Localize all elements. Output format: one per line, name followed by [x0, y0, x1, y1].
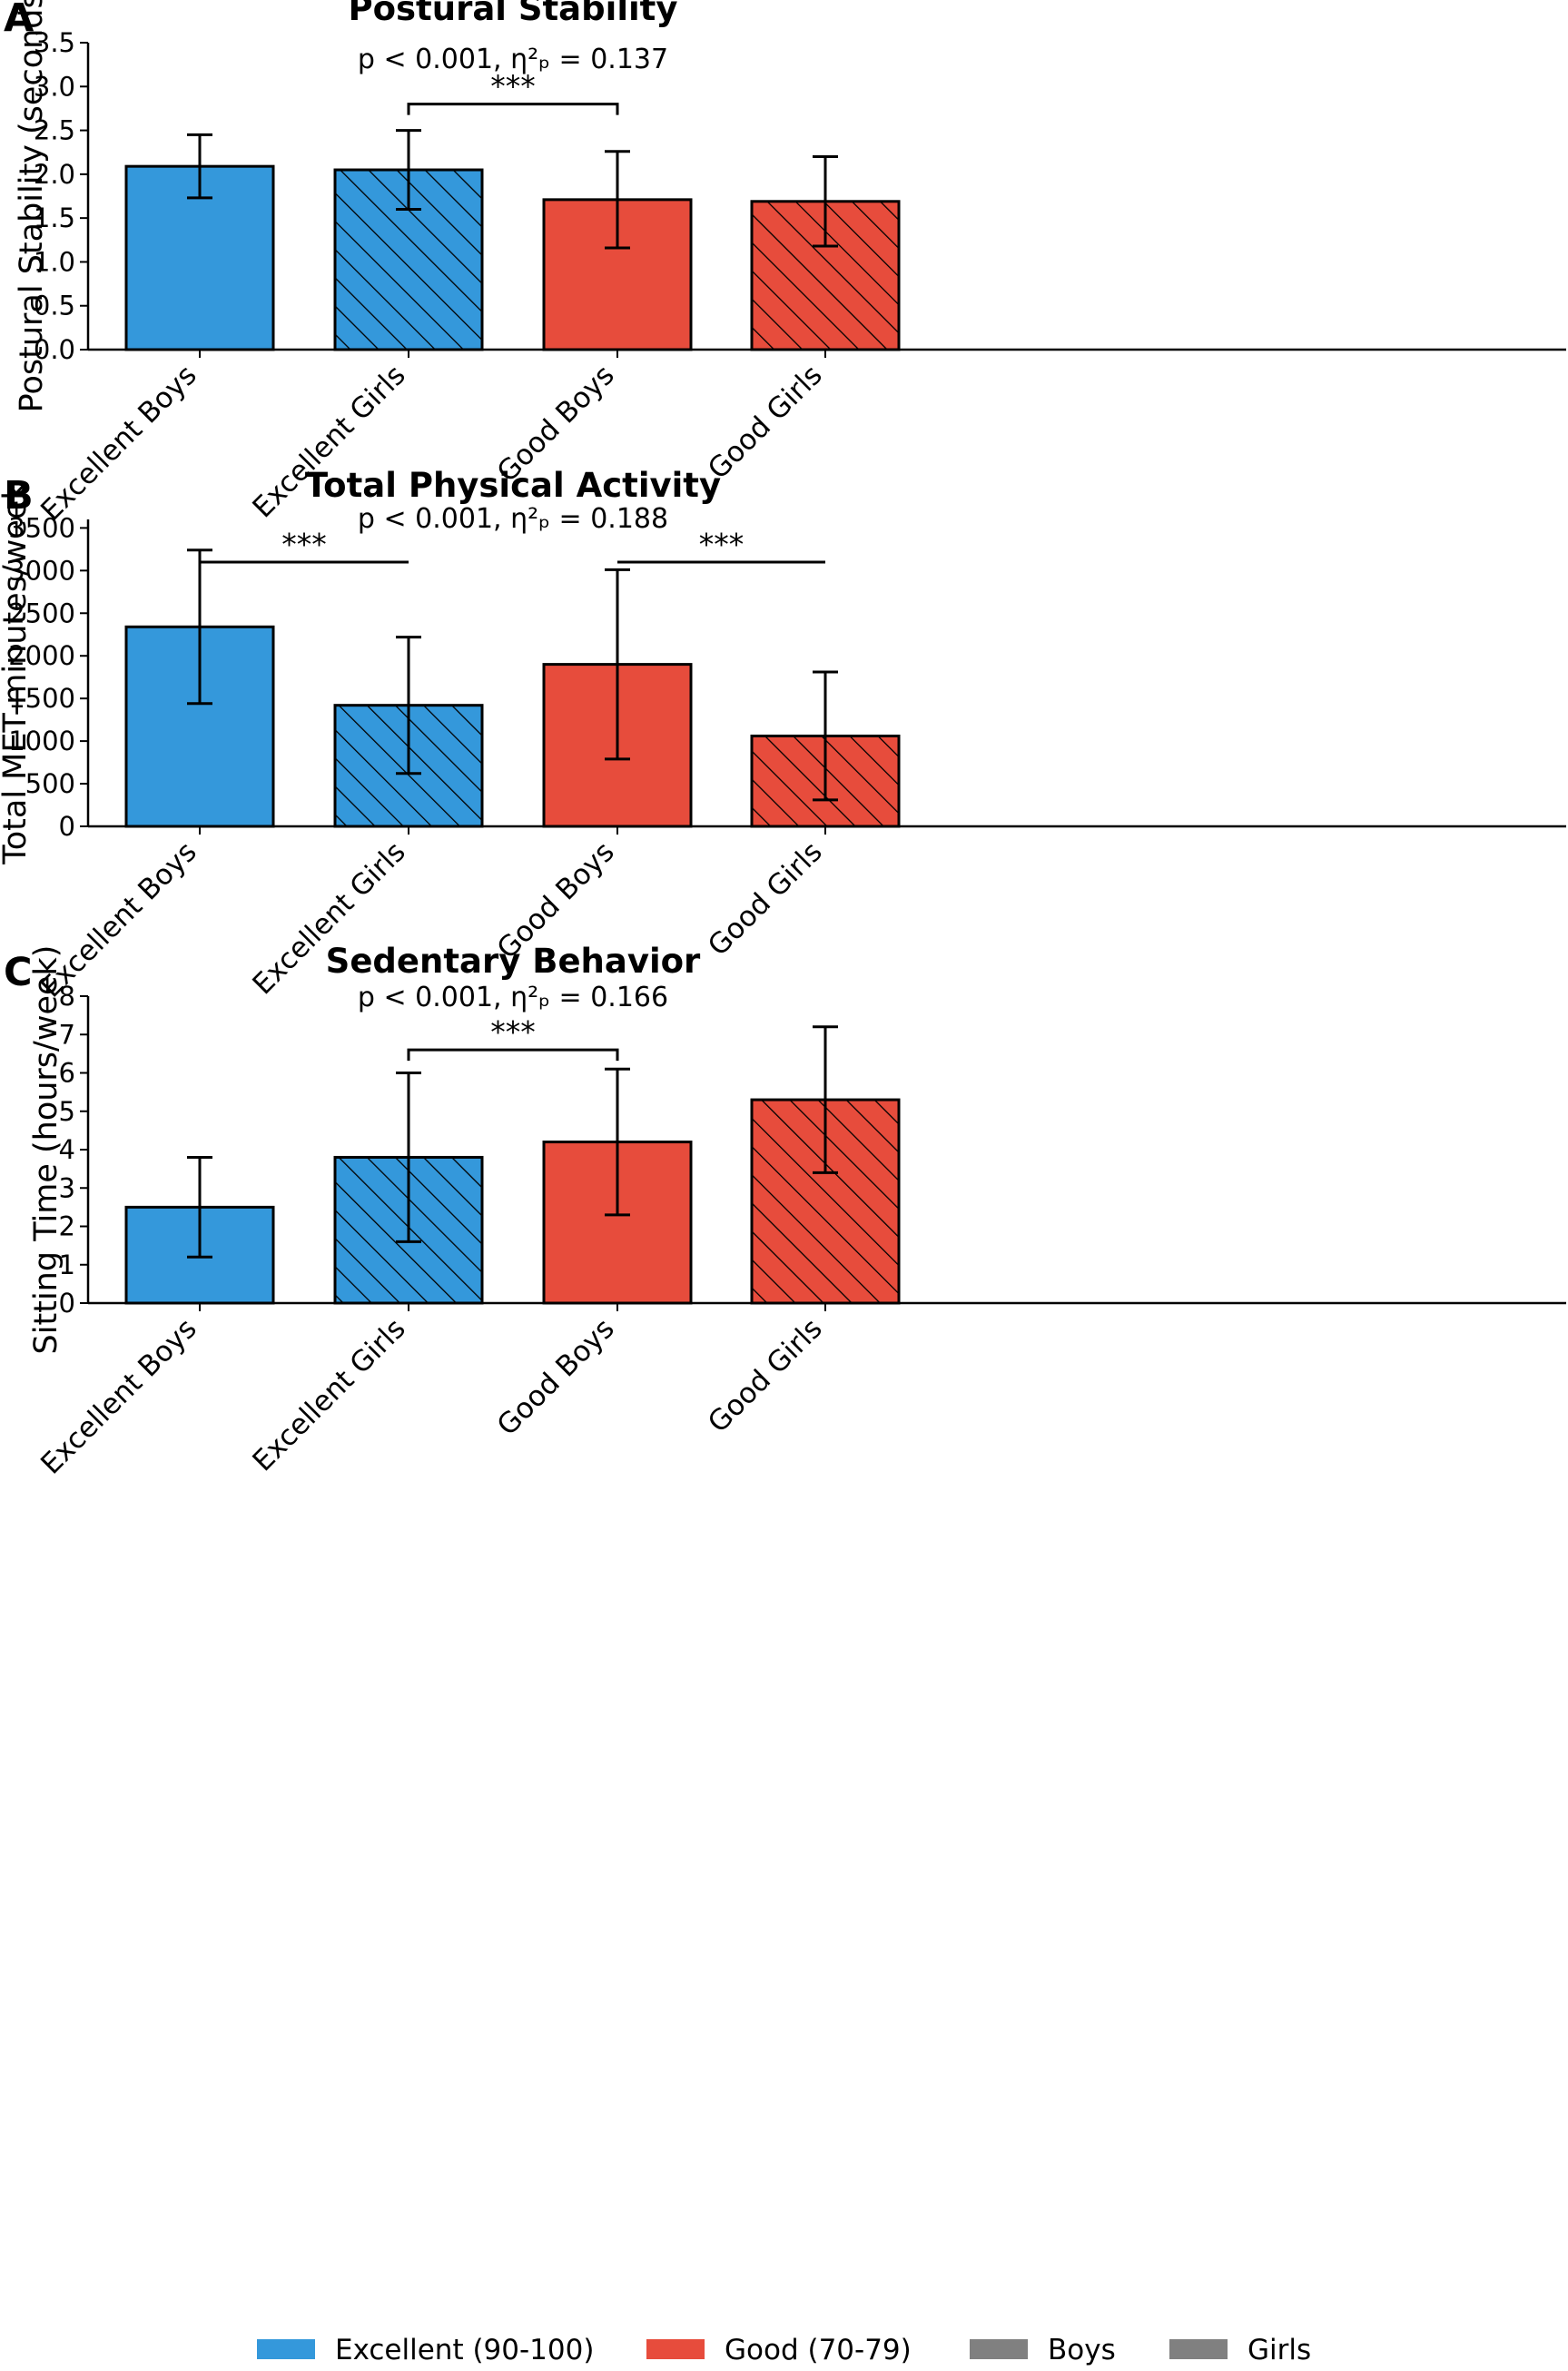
y-tick-label: 1000	[8, 726, 75, 756]
y-tick-label: 3000	[8, 555, 75, 586]
y-tick-label: 5	[59, 1096, 75, 1127]
panel-letter: B	[4, 473, 34, 519]
y-tick-label: 3	[59, 1172, 75, 1203]
y-tick-label: 2000	[8, 640, 75, 671]
stat-annotation: p < 0.001, η²ₚ = 0.137	[358, 44, 668, 75]
y-tick-label: 0	[59, 811, 75, 842]
y-axis-label: Total MET-minutes/week	[0, 481, 34, 865]
legend: Excellent (90-100) Good (70-79) Boys Girls	[257, 2334, 1311, 2366]
y-axis-label: Postural Stability (seconds)	[14, 0, 50, 412]
y-tick-label: 0	[59, 1288, 75, 1319]
y-tick-label: 3.5	[34, 27, 75, 58]
x-tick-label: Good Boys	[491, 1312, 621, 1442]
y-tick-label: 2.0	[34, 159, 75, 190]
y-tick-label: 0.5	[34, 291, 75, 321]
y-tick-label: 1	[59, 1250, 75, 1280]
legend-label: Boys	[1048, 2334, 1116, 2366]
y-tick-label: 0.0	[34, 334, 75, 365]
chart-title: Sedentary Behavior	[326, 942, 701, 981]
legend-swatch	[970, 2339, 1028, 2359]
significance-bracket	[407, 1048, 619, 1062]
significance-stars: ***	[699, 527, 745, 562]
y-tick-label: 2.5	[34, 115, 75, 146]
chart-title: Total Physical Activity	[305, 466, 721, 505]
y-tick-label: 2	[59, 1211, 75, 1242]
x-tick-label: Excellent Boys	[35, 359, 202, 527]
significance-stars: ***	[281, 527, 327, 562]
chart-title: Postural Stability	[348, 0, 677, 28]
panel-letter: A	[4, 0, 35, 41]
y-tick-label: 1500	[8, 683, 75, 714]
y-tick-label: 1.5	[34, 203, 75, 233]
legend-label: Good (70-79)	[725, 2334, 912, 2366]
stat-annotation: p < 0.001, η²ₚ = 0.166	[358, 982, 668, 1013]
y-tick-label: 3500	[8, 512, 75, 543]
significance-stars: ***	[490, 69, 536, 104]
y-tick-label: 4	[59, 1134, 75, 1165]
y-tick-label: 1.0	[34, 246, 75, 277]
legend-swatch	[1169, 2339, 1228, 2359]
legend-swatch	[257, 2339, 315, 2359]
y-axis-label: Sitting Time (hours/week)	[28, 945, 64, 1355]
y-tick-label: 6	[59, 1058, 75, 1089]
legend-label: Excellent (90-100)	[335, 2334, 594, 2366]
x-tick-label: Good Girls	[702, 1312, 829, 1439]
x-tick-label: Good Girls	[702, 835, 829, 963]
y-tick-label: 3.0	[34, 71, 75, 102]
x-tick-label: Excellent Girls	[246, 1312, 411, 1477]
significance-bracket	[407, 103, 619, 115]
panel-letter: C	[4, 950, 33, 995]
legend-label: Girls	[1247, 2334, 1311, 2366]
y-tick-label: 8	[59, 981, 75, 1012]
y-tick-label: 500	[25, 768, 75, 799]
chart-panel-a: A Postural Stability p < 0.001, η²ₚ = 0.13…	[4, 0, 1566, 528]
stat-annotation: p < 0.001, η²ₚ = 0.188	[358, 503, 668, 535]
y-tick-label: 7	[59, 1019, 75, 1050]
y-tick-label: 2500	[8, 598, 75, 628]
significance-stars: ***	[490, 1014, 536, 1050]
legend-swatch	[646, 2339, 705, 2359]
